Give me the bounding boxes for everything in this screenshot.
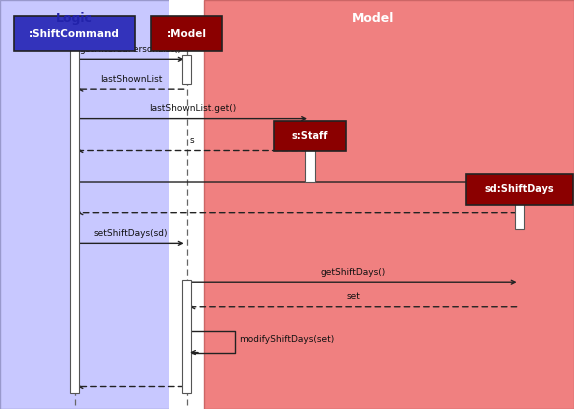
Bar [182,280,191,393]
FancyBboxPatch shape [150,16,223,51]
Text: setShiftDays(sd): setShiftDays(sd) [94,229,168,238]
Text: s:Staff: s:Staff [292,131,328,141]
Bar [182,55,191,84]
Text: Logic: Logic [56,12,93,25]
Text: s: s [190,136,195,145]
FancyBboxPatch shape [274,121,346,151]
Text: sd:ShiftDays: sd:ShiftDays [484,184,554,194]
Bar [515,202,524,229]
FancyBboxPatch shape [466,174,573,204]
Text: getShiftDays(): getShiftDays() [320,268,386,277]
Text: Model: Model [352,12,394,25]
Text: :Model: :Model [166,29,207,39]
Bar [204,0,574,409]
Text: modifyShiftDays(set): modifyShiftDays(set) [239,335,334,344]
Bar [70,49,79,393]
Text: :ShiftCommand: :ShiftCommand [29,29,120,39]
Text: getFilteredPersonList(): getFilteredPersonList() [80,45,182,54]
Text: set: set [346,292,360,301]
Bar [169,0,204,409]
Text: lastShownList.get(): lastShownList.get() [149,104,236,113]
Bar [0,0,184,409]
Bar [305,149,315,182]
FancyBboxPatch shape [14,16,135,51]
Text: lastShownList: lastShownList [100,75,162,84]
